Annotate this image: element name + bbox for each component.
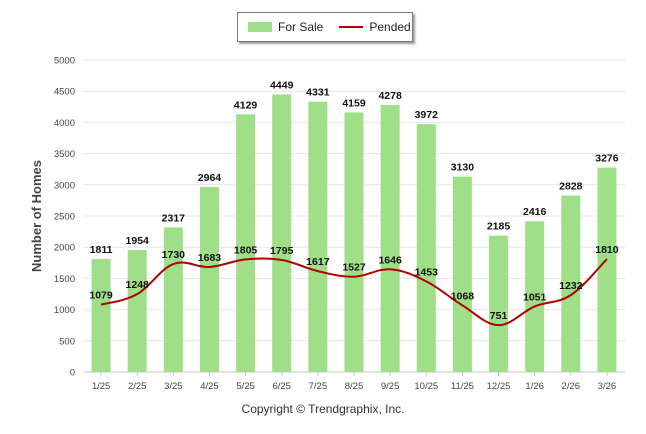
bar-for-sale [525, 221, 545, 372]
bar-data-label: 2185 [487, 221, 511, 233]
bar-data-label: 4331 [306, 87, 330, 99]
bar-for-sale [344, 112, 364, 373]
bar-data-label: 3130 [451, 162, 475, 174]
pended-data-labels: 1079 1248 1730 1683 1805 1795 1617 1527 1646 1453… [89, 244, 618, 322]
x-tick-label: 10/25 [414, 381, 438, 392]
x-tick-label: 7/25 [309, 381, 328, 392]
for-sale-swatch [248, 22, 272, 32]
x-tick-label: 11/25 [451, 381, 474, 392]
x-tick-label: 3/25 [164, 381, 183, 392]
line-data-label: 1527 [342, 262, 366, 274]
x-tick-label: 5/25 [236, 381, 255, 392]
bar-data-label: 2828 [559, 181, 583, 193]
pended-swatch [339, 26, 364, 28]
line-data-label: 1795 [270, 245, 294, 257]
legend-for-sale-label: For Sale [278, 20, 324, 34]
x-tick-label: 2/26 [562, 381, 581, 392]
x-tick-label: 12/25 [487, 381, 511, 392]
y-tick-label: 1500 [54, 274, 75, 285]
line-data-label: 1810 [595, 244, 619, 256]
bar-data-label: 2416 [523, 206, 547, 218]
bar-data-label: 4278 [378, 90, 402, 102]
line-data-label: 1646 [378, 254, 402, 266]
x-tick-label: 1/25 [92, 381, 111, 392]
legend-pended-label: Pended [369, 20, 411, 34]
y-tick-label: 1000 [54, 305, 75, 316]
bar-for-sale [597, 167, 617, 372]
bar-for-sale [272, 94, 292, 373]
line-data-label: 1248 [126, 279, 150, 291]
bar-for-sale [380, 105, 400, 373]
copyright-text: Copyright © Trendgraphix, Inc. [241, 402, 405, 416]
line-data-label: 1730 [162, 249, 186, 261]
pended-line [100, 257, 608, 327]
line-data-label: 1051 [523, 291, 547, 303]
bar-for-sale [127, 250, 147, 372]
x-tick-label: 9/25 [381, 381, 400, 392]
x-tick-label: 8/25 [345, 381, 364, 392]
for-sale-data-labels: 1811 1954 2317 2964 4129 4449 4331 4159 4278 3972… [90, 79, 619, 256]
bar-data-label: 2964 [198, 172, 222, 184]
bar-for-sale [236, 114, 256, 372]
y-tick-label: 0 [70, 368, 75, 379]
y-tick-label: 3000 [54, 180, 75, 191]
y-tick-label: 2000 [54, 243, 75, 254]
line-data-label: 1232 [559, 280, 583, 292]
bar-data-label: 4449 [270, 79, 294, 91]
line-data-label: 1068 [451, 290, 475, 302]
bar-for-sale [199, 187, 219, 372]
line-data-label: 1683 [198, 252, 222, 264]
bar-data-label: 1954 [126, 235, 150, 247]
line-data-label: 751 [490, 310, 508, 322]
y-tick-label: 3500 [54, 149, 75, 160]
x-tick-label: 2/25 [128, 381, 147, 392]
x-tick-label: 4/25 [200, 381, 219, 392]
bar-for-sale [489, 235, 509, 372]
x-axis: 1/25 2/25 3/25 4/25 5/25 6/25 7/25 8/25 9/25 10/2… [92, 372, 616, 392]
y-tick-label: 4500 [54, 87, 75, 98]
bar-for-sale [416, 124, 436, 372]
bar-for-sale [452, 176, 472, 372]
y-axis: 0 500 1000 1500 2000 2500 3000 3500 4000 4500 5000 [54, 56, 75, 379]
y-tick-label: 4000 [54, 118, 75, 129]
for-sale-bars [91, 94, 617, 373]
line-data-label: 1617 [306, 256, 330, 268]
bar-for-sale [91, 258, 111, 372]
legend: For Sale Pended [237, 12, 413, 42]
y-tick-label: 500 [59, 336, 75, 347]
x-tick-label: 3/26 [598, 381, 617, 392]
bar-data-label: 4159 [342, 97, 366, 109]
y-axis-label: Number of Homes [29, 160, 44, 272]
bar-data-label: 1811 [90, 244, 113, 256]
line-data-label: 1805 [234, 244, 258, 256]
bar-for-sale [561, 195, 581, 372]
bar-data-label: 2317 [162, 212, 186, 224]
bar-data-label: 4129 [234, 99, 258, 111]
x-tick-label: 6/25 [272, 381, 291, 392]
bar-for-sale [308, 101, 328, 372]
bar-data-label: 3276 [595, 153, 619, 165]
y-tick-label: 2500 [54, 212, 75, 223]
x-tick-label: 1/26 [525, 381, 544, 392]
y-tick-label: 5000 [54, 56, 75, 67]
bar-data-label: 3972 [415, 109, 439, 121]
line-data-label: 1453 [415, 266, 439, 278]
line-data-label: 1079 [89, 290, 113, 302]
